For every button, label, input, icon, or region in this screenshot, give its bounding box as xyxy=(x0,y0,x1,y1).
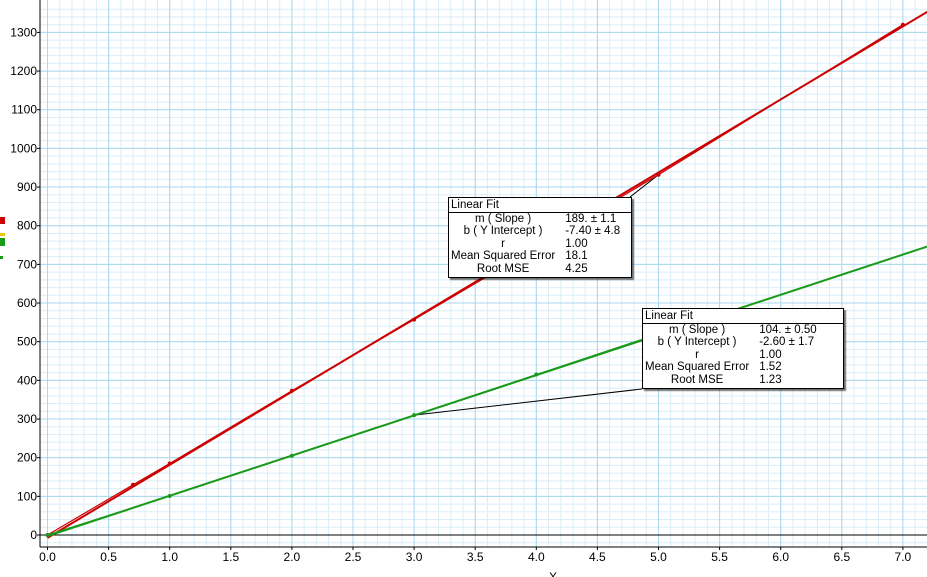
linear-fit-table: m ( Slope ) 189. ± 1.1 b ( Y Intercept ) -… xyxy=(451,213,620,276)
x-tick-label: 3.5 xyxy=(467,550,484,564)
x-tick-label: 4.5 xyxy=(589,550,606,564)
axes xyxy=(39,0,927,548)
data-point xyxy=(656,172,661,177)
y-tick-label: 200 xyxy=(17,451,37,465)
annotation-leader-line xyxy=(629,174,659,198)
y-tick-label: 1000 xyxy=(10,141,37,155)
data-point xyxy=(45,533,50,537)
y-tick-label: 600 xyxy=(17,296,37,310)
y-tick-label: 1300 xyxy=(10,25,37,39)
y-tick-label: 400 xyxy=(17,373,37,387)
y-tick-label: 100 xyxy=(17,489,37,503)
legend-marker-green xyxy=(0,238,5,246)
grid-major xyxy=(40,0,927,547)
fit-value: 1.52 xyxy=(759,361,782,373)
legend-marker-green-small xyxy=(0,256,3,259)
linear-fit-title: Linear Fit xyxy=(449,198,631,213)
fit-label: m ( Slope ) xyxy=(668,323,726,336)
fit-label: r xyxy=(501,237,506,250)
x-tick-label: 0.5 xyxy=(100,550,117,564)
x-tick-label: 3.0 xyxy=(406,550,423,564)
data-point xyxy=(167,461,172,466)
linear-fit-table: m ( Slope ) 104. ± 0.50 b ( Y Intercept )… xyxy=(645,324,817,387)
data-point xyxy=(534,372,539,377)
data-point xyxy=(900,22,905,27)
x-tick-labels: 0.0 0.5 1.0 1.5 2.0 2.5 3.0 3.5 4.0 4.5 5.0 5.5 6.0 6… xyxy=(39,547,912,564)
x-tick-label: 0.0 xyxy=(39,550,56,564)
legend-marker-yellow xyxy=(0,233,5,236)
fit-value: 18.1 xyxy=(565,250,588,262)
fit-label: Root MSE xyxy=(476,262,530,275)
data-point xyxy=(131,482,136,487)
x-tick-label: 2.5 xyxy=(345,550,362,564)
data-line-series-1 xyxy=(47,333,659,536)
x-tick-label: 5.0 xyxy=(650,550,667,564)
fit-label: b ( Y Intercept ) xyxy=(657,336,737,348)
x-tick-label: 7.0 xyxy=(895,550,912,564)
x-tick-label: 6.5 xyxy=(833,550,850,564)
data-point xyxy=(412,413,417,418)
fit-label: Mean Squared Error xyxy=(645,361,750,373)
data-point xyxy=(412,317,417,322)
linear-fit-title: Linear Fit xyxy=(643,309,843,324)
y-tick-label: 900 xyxy=(17,180,37,194)
fit-label: Root MSE xyxy=(670,373,724,386)
linear-fit-box-green[interactable]: Linear Fit m ( Slope ) 104. ± 0.50 b ( Y … xyxy=(642,308,844,389)
annotation-leaders xyxy=(414,174,659,416)
x-tick-label: 2.0 xyxy=(284,550,301,564)
fit-value: -2.60 ± 1.7 xyxy=(759,336,815,348)
fit-value: -7.40 ± 4.8 xyxy=(565,225,621,237)
fit-value: 1.23 xyxy=(759,373,782,386)
fit-label: b ( Y Intercept ) xyxy=(463,225,543,237)
y-tick-label: 800 xyxy=(17,219,37,233)
y-tick-label: 1100 xyxy=(11,103,37,117)
data-point xyxy=(167,493,172,498)
data-point xyxy=(289,453,294,458)
fit-label: m ( Slope ) xyxy=(474,212,532,225)
legend-marker-red xyxy=(0,217,5,224)
fit-label: r xyxy=(695,348,700,361)
y-tick-labels: 0 100 200 300 400 500 600 700 800 900 1000 1100 1200… xyxy=(10,25,40,542)
fit-value: 1.00 xyxy=(565,237,588,250)
x-tick-label: 6.0 xyxy=(772,550,789,564)
linear-fit-box-red[interactable]: Linear Fit m ( Slope ) 189. ± 1.1 b ( Y I… xyxy=(448,197,632,278)
fit-label: Mean Squared Error xyxy=(451,250,556,262)
fit-value: 4.25 xyxy=(565,262,588,275)
y-tick-label: 300 xyxy=(17,412,37,426)
x-tick-label: 1.5 xyxy=(222,550,239,564)
fit-value: 1.00 xyxy=(759,348,782,361)
fit-value: 104. ± 0.50 xyxy=(759,323,817,336)
y-tick-label: 700 xyxy=(17,257,37,271)
fit-value: 189. ± 1.1 xyxy=(565,212,617,225)
y-tick-label: 0 xyxy=(30,528,37,542)
data-point xyxy=(289,388,294,393)
x-tick-label: 5.5 xyxy=(711,550,728,564)
y-tick-label: 500 xyxy=(17,335,37,349)
x-axis-label: X xyxy=(549,570,557,577)
y-tick-label: 1200 xyxy=(10,64,37,78)
x-tick-label: 4.0 xyxy=(528,550,545,564)
x-tick-label: 1.0 xyxy=(161,550,178,564)
annotation-leader-line xyxy=(414,388,643,416)
